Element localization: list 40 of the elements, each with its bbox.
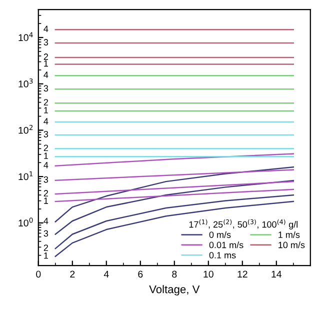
annotation: 2 [44,144,48,151]
x-tick-label: 6 [138,270,143,278]
legend-label: 0 m/s [209,231,231,238]
y-tick-label: 10$^{2}$ [18,124,33,134]
annotation: 4 [44,72,48,78]
x-tick-label: 0 [36,270,41,278]
y-tick-label: 10$^{4}$ [18,32,33,42]
legend-label: 0.01 m/s [209,242,244,248]
y-tick-label: 10$^{1}$ [18,171,33,180]
legend-label: 10 m/s [278,242,305,248]
annotation: 3 [44,230,48,237]
annotation: 4 [44,218,48,224]
annotation: 3 [44,130,48,138]
x-axis-title: Voltage, V [149,285,200,296]
annotation: 2 [44,244,48,251]
legend-label: 1 m/s [278,231,300,238]
annotation: 4 [44,118,48,124]
text: 17$^{(1)}$, 25$^{(2)}$, 50$^{(3)}$, 100$^{(4)}$ g/l [189,219,298,230]
annotation: 3 [44,39,48,46]
x-tick-label: 12 [238,270,248,278]
y-tick-label: 10$^{0}$ [18,218,33,226]
annotation: 1 [44,107,48,114]
x-tick-label: 4 [104,270,109,278]
x-tick-label: 14 [272,270,282,278]
legend-label: 0.1 ms [209,252,236,258]
annotation: 1 [44,152,48,159]
annotation: 2 [44,190,48,196]
annotation: 3 [44,85,48,92]
annotation: 2 [44,99,48,106]
y-tick-label: 10$^{3}$ [18,78,33,88]
x-tick-label: 10 [204,270,214,278]
annotation: 3 [44,176,48,183]
annotation: 1 [44,60,48,67]
annotation: 4 [44,26,48,32]
x-tick-label: 2 [70,270,75,278]
annotation: 1 [44,252,48,259]
annotation: 2 [44,54,48,60]
annotation: 4 [44,162,48,168]
x-tick-label: 8 [172,270,177,278]
annotation: 1 [44,198,48,204]
